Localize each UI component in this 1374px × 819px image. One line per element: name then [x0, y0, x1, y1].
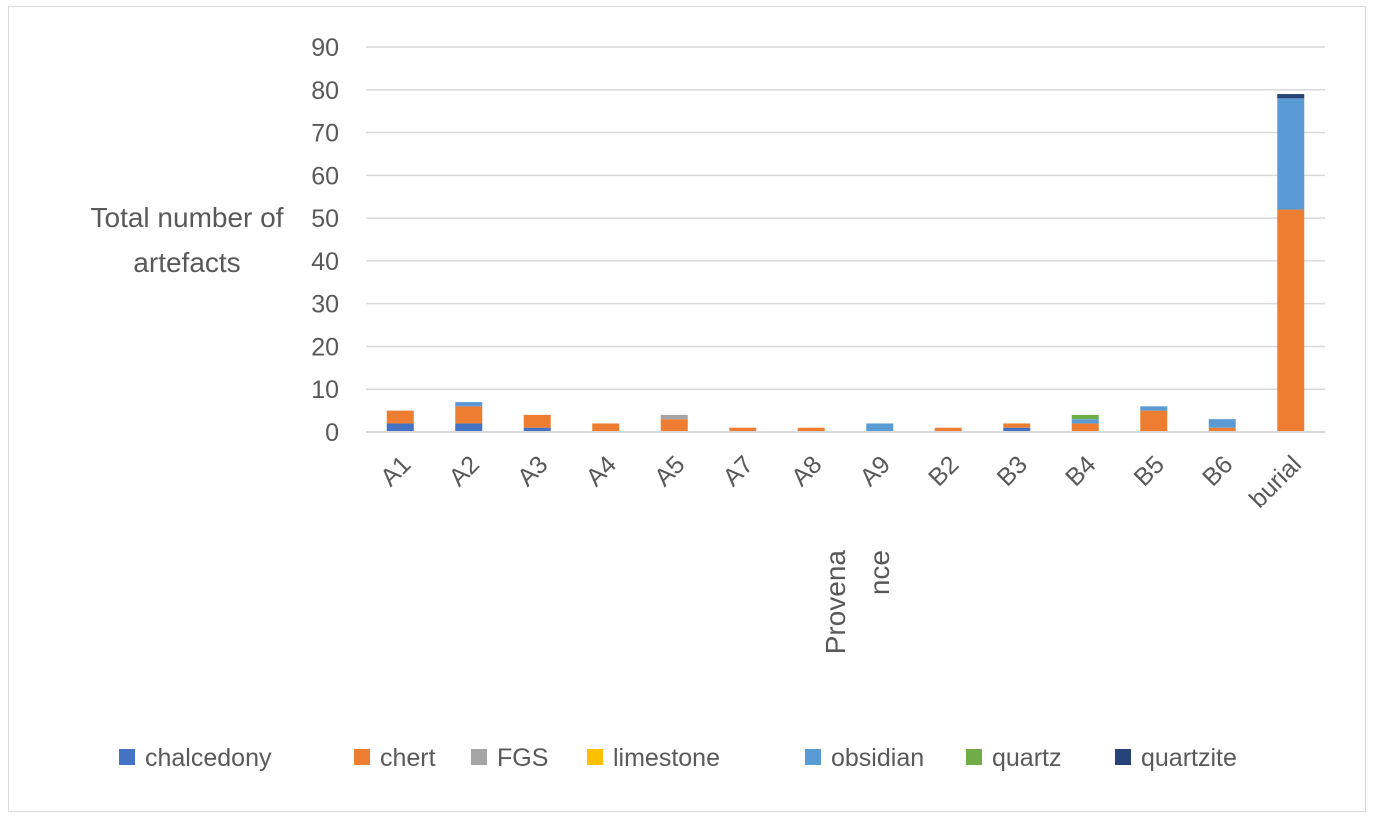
x-tick-label: A9 — [855, 450, 896, 491]
x-tick-label: A8 — [786, 450, 827, 491]
bar-segment-obsidian-burial — [1277, 98, 1305, 210]
x-tick-label: B5 — [1129, 450, 1170, 491]
y-tick-label: 60 — [311, 162, 339, 190]
y-tick-label: 30 — [311, 291, 339, 319]
legend-swatch-obsidian — [805, 749, 821, 765]
bar-segment-chert-A4 — [592, 423, 620, 432]
bar-segment-chalcedony-A1 — [386, 423, 414, 432]
y-tick-label: 70 — [311, 120, 339, 148]
x-tick-label: burial — [1244, 450, 1307, 513]
bar-segment-chert-B6 — [1208, 427, 1236, 432]
x-axis-label-line-1: Provena — [820, 550, 851, 655]
legend-label-obsidian: obsidian — [831, 744, 924, 772]
x-tick-label: B4 — [1060, 450, 1101, 491]
x-tick-label: A1 — [375, 450, 416, 491]
legend-swatch-FGS — [471, 749, 487, 765]
legend-label-quartzite: quartzite — [1141, 744, 1237, 772]
legend-swatch-limestone — [587, 749, 603, 765]
x-tick-label: B2 — [923, 450, 964, 491]
chart-frame: 0 10 20 30 40 50 60 70 80 90 A1 A2 A3 A4 A5 A7 A8 A9 B2 B3… — [8, 6, 1366, 812]
bar-segment-quartz-B4 — [1071, 414, 1099, 420]
bar-segment-quartzite-burial — [1277, 94, 1305, 99]
y-tick-label: 40 — [311, 248, 339, 276]
legend-label-chalcedony: chalcedony — [145, 744, 272, 772]
bar-segment-obsidian-B6 — [1208, 419, 1236, 428]
bar-segment-chert-B5 — [1140, 410, 1168, 432]
bar-segment-chert-B3 — [1003, 423, 1031, 428]
legend-label-FGS: FGS — [497, 744, 548, 772]
x-axis-label-line-2: nce — [864, 550, 895, 595]
x-tick-label: A2 — [444, 450, 485, 491]
y-tick-label: 20 — [311, 333, 339, 361]
x-axis-ticks: A1 A2 A3 A4 A5 A7 A8 A9 B2 B3 B4 B5 B6 burial — [375, 450, 1307, 513]
x-tick-label: A7 — [718, 450, 759, 491]
legend-swatch-chert — [354, 749, 370, 765]
bars — [386, 94, 1305, 432]
bar-segment-chert-A8 — [797, 427, 825, 432]
x-tick-label: B6 — [1197, 450, 1238, 491]
bar-segment-chert-burial — [1277, 209, 1305, 432]
y-tick-label: 50 — [311, 205, 339, 233]
bar-segment-chalcedony-A2 — [455, 423, 483, 432]
x-tick-label: A4 — [581, 450, 622, 491]
bar-segment-obsidian-A9 — [866, 423, 894, 432]
stacked-bar-chart: 0 10 20 30 40 50 60 70 80 90 A1 A2 A3 A4 A5 A7 A8 A9 B2 B3… — [91, 34, 1325, 772]
bar-segment-FGS-A5 — [660, 414, 688, 420]
bar-segment-obsidian-B5 — [1140, 406, 1168, 411]
gridlines — [366, 46, 1325, 390]
y-tick-label: 10 — [311, 376, 339, 404]
bar-segment-chert-A2 — [455, 406, 483, 424]
bar-segment-chert-B4 — [1071, 423, 1099, 432]
bar-segment-chert-A1 — [386, 410, 414, 424]
x-tick-label: B3 — [992, 450, 1033, 491]
bar-segment-chert-A3 — [523, 414, 551, 428]
legend-swatch-chalcedony — [119, 749, 135, 765]
bar-segment-chalcedony-B3 — [1003, 427, 1031, 432]
y-tick-label: 0 — [325, 419, 339, 447]
legend-swatch-quartz — [966, 749, 982, 765]
x-tick-label: A5 — [649, 450, 690, 491]
y-axis-ticks: 0 10 20 30 40 50 60 70 80 90 — [311, 34, 339, 447]
legend-label-chert: chert — [380, 744, 436, 772]
bar-segment-chert-A7 — [729, 427, 757, 432]
bar-segment-obsidian-A2 — [455, 402, 483, 407]
legend-swatch-quartzite — [1115, 749, 1131, 765]
legend-label-limestone: limestone — [613, 744, 720, 772]
y-axis-label-line-1: Total number of — [91, 202, 284, 233]
bar-segment-chert-A5 — [660, 419, 688, 432]
legend: chalcedony chert FGS limestone obsidian quart… — [119, 744, 1237, 772]
legend-label-quartz: quartz — [992, 744, 1061, 772]
x-tick-label: A3 — [512, 450, 553, 491]
y-tick-label: 80 — [311, 77, 339, 105]
bar-segment-chert-B2 — [934, 427, 962, 432]
bar-segment-obsidian-B4 — [1071, 419, 1099, 424]
y-axis-label-line-2: artefacts — [133, 247, 240, 278]
bar-segment-chalcedony-A3 — [523, 427, 551, 432]
y-tick-label: 90 — [311, 34, 339, 62]
